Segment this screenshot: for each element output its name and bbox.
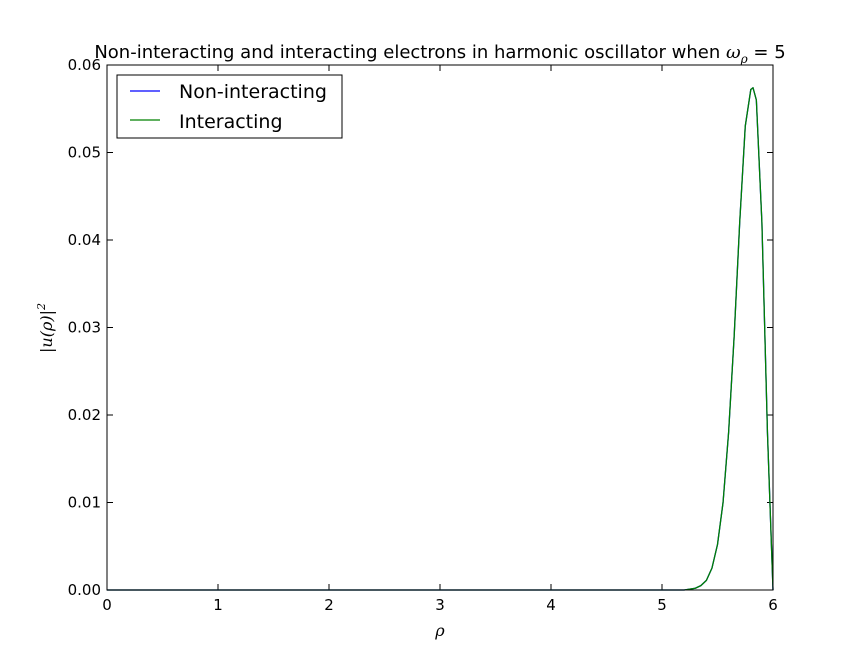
chart-title: Non-interacting and interacting electron… <box>94 42 785 66</box>
legend: Non-interacting Interacting <box>116 74 343 139</box>
y-tick-label: 0.04 <box>68 231 101 249</box>
legend-label-non-interacting: Non-interacting <box>179 81 327 103</box>
plot-lines <box>107 87 774 591</box>
y-axis-label: |u(ρ)|2 <box>35 303 56 353</box>
chart-title-suffix: = 5 <box>748 42 786 63</box>
y-tick-label: 0.06 <box>68 56 101 74</box>
legend-box <box>116 74 343 139</box>
y-axis-label-sup: 2 <box>35 303 48 311</box>
y-tick-label: 0.05 <box>68 144 101 162</box>
x-tick-label: 1 <box>213 596 223 614</box>
y-tick-label: 0.02 <box>68 406 101 424</box>
x-tick-label: 3 <box>435 596 445 614</box>
y-tick-label: 0.01 <box>68 494 101 512</box>
x-tick-label: 4 <box>546 596 556 614</box>
series-line-interacting <box>107 87 774 591</box>
legend-label-interacting: Interacting <box>179 111 283 133</box>
x-tick-label: 2 <box>324 596 334 614</box>
tick-group: 0 1 2 3 4 5 6 0.00 0.01 0.02 0.03 0.04 0.05 0.06 <box>68 56 778 614</box>
x-tick-label: 5 <box>657 596 667 614</box>
chart-title-omega: ω <box>726 42 741 63</box>
y-tick-label: 0.00 <box>68 581 101 599</box>
y-tick-label: 0.03 <box>68 319 101 337</box>
chart-title-omega-sub: ρ <box>740 52 748 66</box>
chart-title-text: Non-interacting and interacting electron… <box>94 42 726 63</box>
x-tick-label: 0 <box>102 596 112 614</box>
x-tick-label: 6 <box>768 596 778 614</box>
x-axis-label: ρ <box>434 621 445 640</box>
y-axis-label-text: |u(ρ)| <box>37 310 56 353</box>
plot-frame <box>106 64 774 591</box>
